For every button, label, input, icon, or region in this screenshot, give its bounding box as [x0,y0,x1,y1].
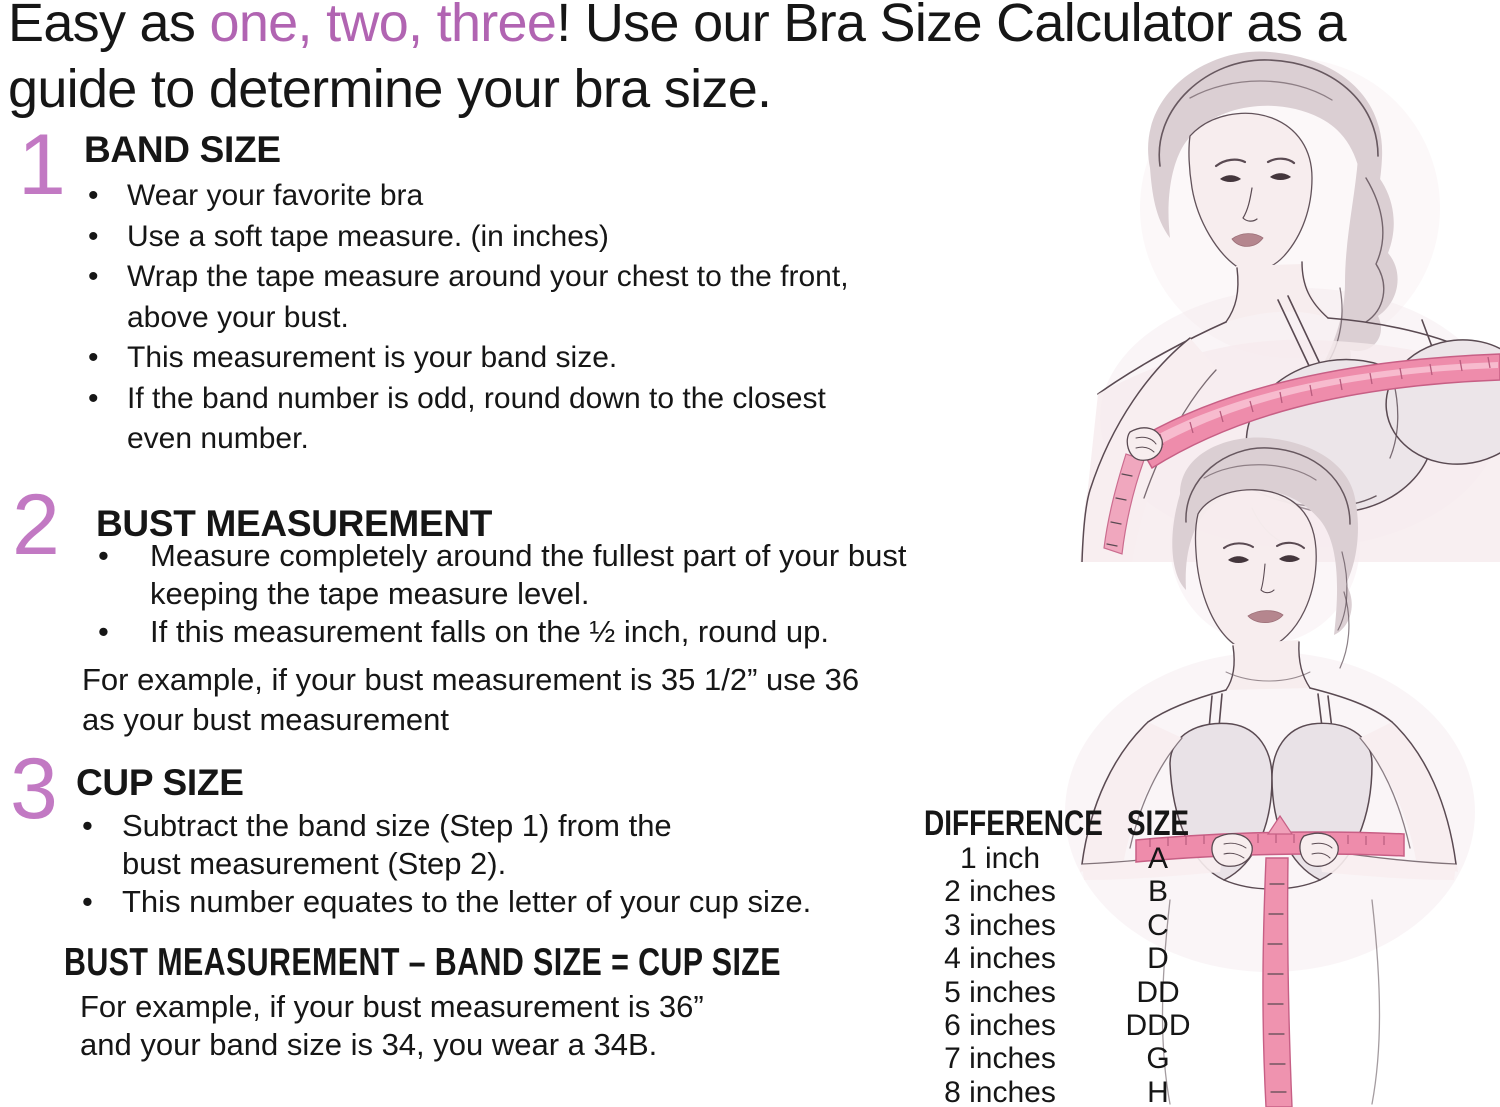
size-cell: DD [1136,975,1180,1009]
step-3-bullet-list: • Subtract the band size (Step 1) from t… [82,807,811,921]
difference-cell: 1 inch [959,842,1041,875]
bullet-text: Measure completely around the fullest pa… [150,538,907,573]
step-2-bullet-list: • Measure completely around the fullest … [98,537,906,651]
size-cell: D [1147,942,1169,976]
example-line: and your band size is 34, you wear a 34B… [80,1027,658,1062]
size-cell: G [1146,1042,1170,1076]
bullet-text: Wrap the tape measure around your chest … [127,260,849,293]
step-3-example: For example, if your bust measurement is… [80,988,704,1064]
difference-cell: 4 inches [944,942,1056,976]
bullet-text: Subtract the band size (Step 1) from the [122,808,672,843]
step-3-heading: CUP SIZE [76,762,244,803]
bullet-text: This measurement is your band size. [127,341,618,374]
size-cell: DDD [1125,1009,1191,1043]
bullet-text: bust measurement (Step 2). [122,846,507,881]
list-item: • If the band number is odd, round down … [88,379,849,460]
example-line: For example, if your bust measurement is… [82,662,860,697]
difference-cell: 7 inches [944,1042,1056,1076]
bullet-text: above your bust. [127,300,349,334]
list-item: • This measurement is your band size. [88,338,849,379]
table-row: 8 inches H [905,1076,1221,1107]
difference-cell: 5 inches [944,975,1056,1009]
step-1-bullet-list: • Wear your favorite bra • Use a soft ta… [88,176,849,460]
example-line: For example, if your bust measurement is… [80,989,704,1024]
bullet-icon: • [82,808,93,843]
list-item: • Use a soft tape measure. (in inches) [88,217,849,258]
table-body: 1 inch A 2 inches B 3 inches C 4 inches D 5 … [905,842,1221,1107]
bullet-text: Wear your favorite bra [127,179,424,212]
step-2-example: For example, if your bust measurement is… [82,660,859,740]
list-item: • This number equates to the letter of y… [82,883,811,921]
step-3-number: 3 [10,741,58,837]
woman-measuring-bust-illustration [1065,437,1475,1107]
bullet-text: If the band number is odd, round down to… [127,381,826,415]
table-row: 5 inches DD [905,976,1221,1009]
table-header-size: SIZE [1126,804,1190,843]
title-suffix: ! Use our Bra Size Calculator as a [556,0,1346,53]
bullet-icon: • [82,884,93,919]
bullet-text: This number equates to the letter of you… [122,884,812,919]
list-item: • If this measurement falls on the ½ inc… [98,613,906,651]
bullet-text: If this measurement falls on the ½ inch,… [150,614,829,649]
bullet-text: even number. [127,422,309,455]
size-cell: H [1147,1075,1169,1107]
woman-measuring-band-size-illustration [1080,51,1500,562]
bullet-icon: • [88,381,99,415]
cup-size-table: DIFFERENCE SIZE 1 inch A 2 inches B 3 inch… [905,805,1221,1107]
difference-cell: 3 inches [944,908,1056,942]
step-1-heading: BAND SIZE [84,129,281,170]
difference-cell: 8 inches [944,1075,1056,1107]
list-item: • Wrap the tape measure around your ches… [88,257,849,338]
title-prefix: Easy as [8,0,210,53]
bullet-text: keeping the tape measure level. [150,576,590,611]
example-line: as your bust measurement [82,702,450,737]
table-row: 3 inches C [905,909,1221,942]
step-2-number: 2 [12,477,60,573]
step-2-heading: BUST MEASUREMENT [96,503,493,544]
bullet-icon: • [88,219,99,253]
size-cell: C [1147,908,1169,942]
size-cell: A [1147,842,1168,875]
difference-cell: 6 inches [944,1009,1056,1043]
table-row: 2 inches B [905,875,1221,908]
bullet-icon: • [98,538,109,573]
table-header-row: DIFFERENCE SIZE [905,805,1221,842]
size-cell: B [1147,875,1168,909]
page-title: Easy as one, two, three! Use our Bra Siz… [8,0,1346,122]
difference-cell: 2 inches [944,875,1056,909]
title-line2: guide to determine your bra size. [8,59,772,119]
bullet-icon: • [98,614,109,649]
table-row: 7 inches G [905,1042,1221,1075]
list-item: • Subtract the band size (Step 1) from t… [82,807,811,883]
list-item: • Wear your favorite bra [88,176,849,217]
cup-size-formula: BUST MEASUREMENT – BAND SIZE = CUP SIZE [64,941,781,984]
bullet-icon: • [88,179,99,212]
title-accent: one, two, three [209,0,557,53]
table-row: 1 inch A [905,842,1221,875]
table-row: 6 inches DDD [905,1009,1221,1042]
list-item: • Measure completely around the fullest … [98,537,906,613]
step-1-number: 1 [18,117,66,213]
bullet-text: Use a soft tape measure. (in inches) [127,219,609,253]
bullet-icon: • [88,260,99,293]
table-row: 4 inches D [905,942,1221,975]
table-header-difference: DIFFERENCE [924,804,1103,843]
bullet-icon: • [88,341,99,374]
